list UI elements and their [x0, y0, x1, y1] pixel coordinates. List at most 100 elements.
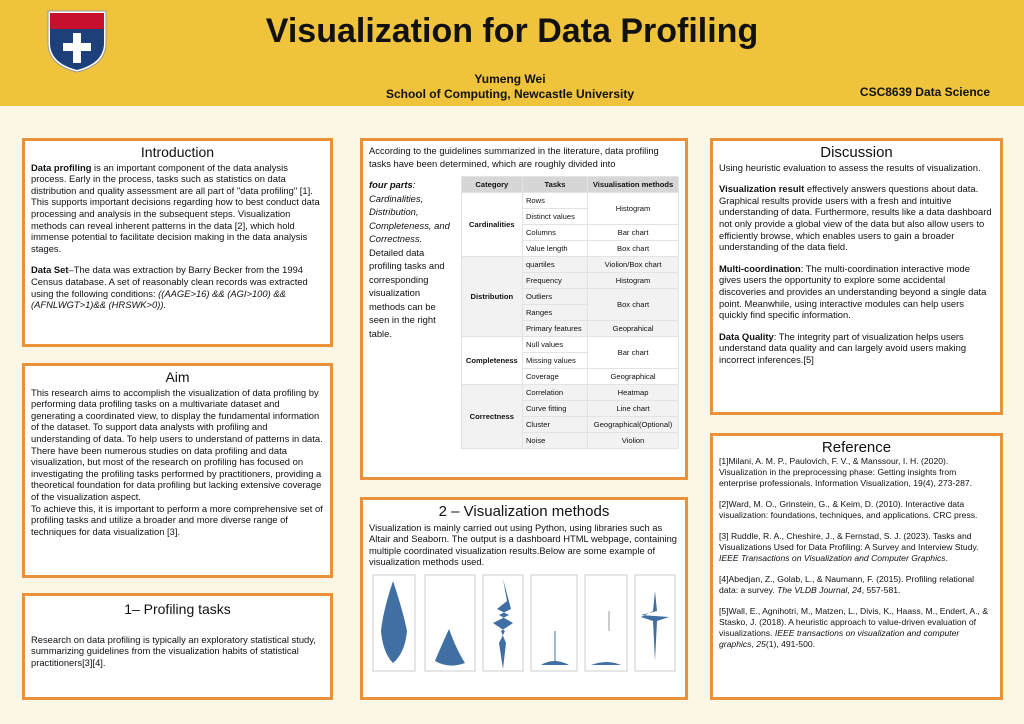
item: Data Quality: The integrity part of visu… — [719, 331, 994, 366]
heading: Aim — [165, 369, 190, 385]
method: Geoprahical — [587, 320, 679, 337]
authors: Yumeng Wei School of Computing, Newcastle… — [260, 72, 760, 102]
lead: Visualization result — [719, 183, 805, 195]
task: Null values — [521, 336, 589, 353]
th: Visualisation methods — [587, 176, 679, 193]
text: [1]Milani, A. M. P., Paulovich, F. V., &… — [719, 456, 973, 488]
author: Yumeng Wei — [474, 72, 546, 86]
heading: Reference — [821, 439, 892, 456]
introduction: Introduction Data profiling is an import… — [22, 138, 333, 347]
task: Distinct values — [521, 208, 589, 225]
task: Primary features — [521, 320, 589, 337]
task: Outliers — [521, 288, 589, 305]
text: : The integrity part of visualization he… — [719, 330, 967, 365]
volume: 25 — [756, 639, 766, 649]
journal: IEEE Transactions on Visualization and C… — [719, 553, 946, 563]
parts: four parts: Cardinalities, Distribution,… — [369, 170, 455, 449]
text: . — [945, 553, 948, 563]
aim: Aim This research aims to accomplish the… — [22, 363, 333, 578]
logo — [47, 10, 107, 73]
th: Tasks — [521, 176, 589, 193]
method: Violion — [587, 432, 679, 449]
affiliation: School of Computing, Newcastle Universit… — [385, 87, 635, 101]
category: Cardinalities — [469, 219, 515, 229]
journal: The VLDB Journal — [777, 585, 848, 595]
example-plots — [372, 574, 676, 672]
intro: According to the guidelines summarized i… — [369, 145, 659, 169]
heading: Discussion — [820, 144, 893, 161]
task: Coverage — [521, 368, 589, 385]
parts-lead: four parts — [369, 179, 413, 190]
text: , — [751, 639, 757, 649]
item: Visualization result effectively answers… — [719, 183, 994, 253]
method: Bar chart — [587, 224, 679, 241]
text: effectively answers questions about data… — [719, 183, 992, 253]
category: Completeness — [465, 355, 518, 365]
text: –The data was extraction by Barry Becker… — [31, 264, 308, 299]
ref: [1]Milani, A. M. P., Paulovich, F. V., &… — [719, 456, 994, 489]
detail: Detailed data profiling tasks and corres… — [369, 246, 445, 339]
task: Noise — [521, 432, 589, 449]
ref: [3] Ruddle, R. A., Cheshire, J., & Ferns… — [719, 531, 994, 564]
lead: Data profiling — [31, 161, 92, 173]
task: Value length — [521, 240, 589, 257]
tasks: According to the guidelines summarized i… — [360, 138, 688, 480]
text: (1), 491-500. — [765, 639, 816, 649]
method: Violion/Box chart — [587, 256, 679, 273]
th: Category — [460, 176, 523, 193]
method: Bar chart — [587, 336, 679, 369]
paragraph: Data Set–The data was extraction by Barr… — [31, 264, 324, 310]
task: Columns — [521, 224, 589, 241]
method: Histogram — [587, 192, 679, 225]
method: Histogram — [587, 272, 679, 289]
method: Geographical(Optional) — [587, 416, 679, 433]
lead: Data Quality — [719, 330, 774, 342]
method: Line chart — [587, 400, 679, 417]
volume: 24 — [852, 585, 862, 595]
text: [4]Abedjan, Z., Golab, L., & Naumann, F.… — [719, 574, 975, 595]
category: Distribution — [470, 291, 514, 301]
text: is an important component of the data an… — [31, 161, 320, 254]
heading: Introduction — [140, 144, 215, 160]
discussion: Discussion Using heuristic evaluation to… — [710, 138, 1003, 415]
ref: [2]Ward, M. O., Grinstein, G., & Keim, D… — [719, 499, 994, 521]
task: Rows — [521, 192, 589, 209]
heading: 2 – Visualization methods — [438, 503, 610, 520]
task-table: Category Tasks Visualisation methods Cardi… — [460, 176, 679, 449]
reference: Reference [1]Milani, A. M. P., Paulovich… — [710, 433, 1003, 700]
text: Visualization is mainly carried out usin… — [369, 521, 678, 568]
method: Box chart — [587, 288, 679, 321]
task: Ranges — [521, 304, 589, 321]
methods: 2 – Visualization methods Visualization … — [360, 497, 688, 700]
task: Missing values — [521, 352, 589, 369]
conditions: ((AAGE>16) && (AGI>100) && (AFNLWGT>1)&&… — [31, 287, 286, 311]
method: Box chart — [587, 240, 679, 257]
intro: Using heuristic evaluation to assess the… — [719, 161, 981, 173]
method: Heatmap — [587, 384, 679, 401]
paragraph: This research aims to accomplish the vis… — [31, 386, 323, 502]
text: [5]Wall, E., Agnihotri, M., Matzen, L., … — [719, 606, 989, 638]
item: Multi-coordination: The multi-coordinati… — [719, 263, 994, 321]
task: quartiles — [521, 256, 589, 273]
paragraph: To achieve this, it is important to perf… — [31, 502, 323, 537]
method: Geographical — [587, 368, 679, 385]
text: Research on data profiling is typically … — [31, 633, 316, 668]
text: , 557-581. — [861, 585, 901, 595]
text: [3] Ruddle, R. A., Cheshire, J., & Ferns… — [719, 531, 979, 552]
journal: IEEE transactions on visualization and c… — [719, 628, 960, 649]
text: , — [847, 585, 853, 595]
header: Visualization for Data Profiling Yumeng … — [0, 0, 1024, 106]
ref: [5]Wall, E., Agnihotri, M., Matzen, L., … — [719, 606, 994, 650]
text: : The multi-coordination interactive mod… — [719, 262, 987, 321]
text: [2]Ward, M. O., Grinstein, G., & Keim, D… — [719, 499, 978, 520]
task: Frequency — [521, 272, 589, 289]
ref: [4]Abedjan, Z., Golab, L., & Naumann, F.… — [719, 574, 994, 596]
task: Correlation — [521, 384, 589, 401]
heading: 1– Profiling tasks — [124, 601, 231, 617]
course: CSC8639 Data Science — [859, 85, 990, 99]
lead: Multi-coordination — [719, 262, 801, 274]
profiling: 1– Profiling tasks Research on data prof… — [22, 593, 333, 700]
category: Correctness — [469, 411, 514, 421]
title: Visualization for Data Profiling — [265, 12, 759, 50]
